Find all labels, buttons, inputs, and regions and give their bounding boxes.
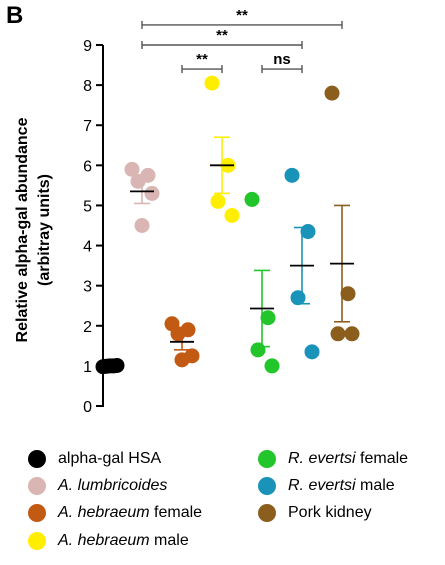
y-tick-label: 7 (83, 118, 92, 135)
data-marks (95, 75, 360, 375)
significance-label: ** (216, 27, 228, 44)
data-point (174, 352, 190, 368)
legend-item: A. lumbricoides (28, 477, 167, 495)
legend: alpha-gal HSA A. lumbricoides A. hebraeum … (0, 440, 445, 565)
data-point (264, 358, 280, 374)
significance-label: ** (236, 7, 248, 24)
y-axis-label-line1: Relative alpha-gal abundance (14, 117, 31, 342)
y-tick-label: 0 (83, 399, 92, 416)
legend-label: A. lumbricoides (58, 477, 168, 494)
axes: 0 1 2 3 4 5 6 7 8 9 (83, 38, 104, 416)
legend-item: alpha-gal HSA (28, 450, 161, 468)
data-point (204, 75, 220, 91)
significance-brackets: ** ** ** ns (141, 7, 343, 74)
scatter-chart: 0 1 2 3 4 5 6 7 8 9 ** ** ** ns Relative alpha-gal a… (14, 7, 360, 416)
legend-label: A. hebraeum female (58, 504, 203, 521)
data-point (340, 286, 356, 302)
data-point (330, 326, 346, 342)
data-point (144, 185, 160, 201)
legend-label: A. hebraeum male (58, 532, 189, 549)
y-tick-label: 2 (83, 319, 92, 336)
legend-item: A. hebraeum female (28, 504, 202, 522)
y-tick-label: 5 (83, 198, 92, 215)
y-tick-label: 3 (83, 279, 92, 296)
data-point (344, 326, 360, 342)
y-tick-label: 1 (83, 359, 92, 376)
data-point (250, 342, 266, 358)
data-point (224, 207, 240, 223)
legend-swatch (258, 504, 276, 522)
data-point (130, 173, 146, 189)
legend-swatch (28, 477, 46, 495)
legend-item: A. hebraeum male (28, 532, 189, 550)
legend-swatch (258, 450, 276, 468)
significance-label: ** (196, 51, 208, 68)
legend-label: R. evertsi male (288, 477, 395, 494)
y-tick-label: 8 (83, 78, 92, 95)
data-point (260, 310, 276, 326)
legend-swatch (28, 450, 46, 468)
y-tick-label: 9 (83, 38, 92, 55)
data-point (284, 167, 300, 183)
significance-label: ns (273, 51, 291, 68)
legend-swatch (258, 477, 276, 495)
data-point (300, 224, 316, 240)
legend-label: R. evertsi female (288, 450, 409, 467)
data-point (134, 218, 150, 233)
y-tick-label: 6 (83, 158, 92, 175)
legend-item: Pork kidney (258, 504, 372, 522)
legend-label: alpha-gal HSA (58, 450, 162, 467)
legend-swatch (28, 532, 46, 550)
legend-item: R. evertsi female (258, 450, 408, 468)
data-point (304, 344, 320, 360)
panel-label: B (6, 2, 24, 29)
data-point (210, 193, 226, 209)
legend-label: Pork kidney (288, 504, 372, 521)
data-point (324, 85, 340, 101)
data-point (170, 326, 186, 342)
data-point (290, 290, 306, 306)
legend-item: R. evertsi male (258, 477, 395, 495)
legend-swatch (28, 504, 46, 522)
data-point (244, 191, 260, 207)
y-axis-label-line2: (arbitray units) (36, 174, 53, 286)
y-tick-label: 4 (83, 239, 92, 256)
data-point (124, 161, 140, 177)
